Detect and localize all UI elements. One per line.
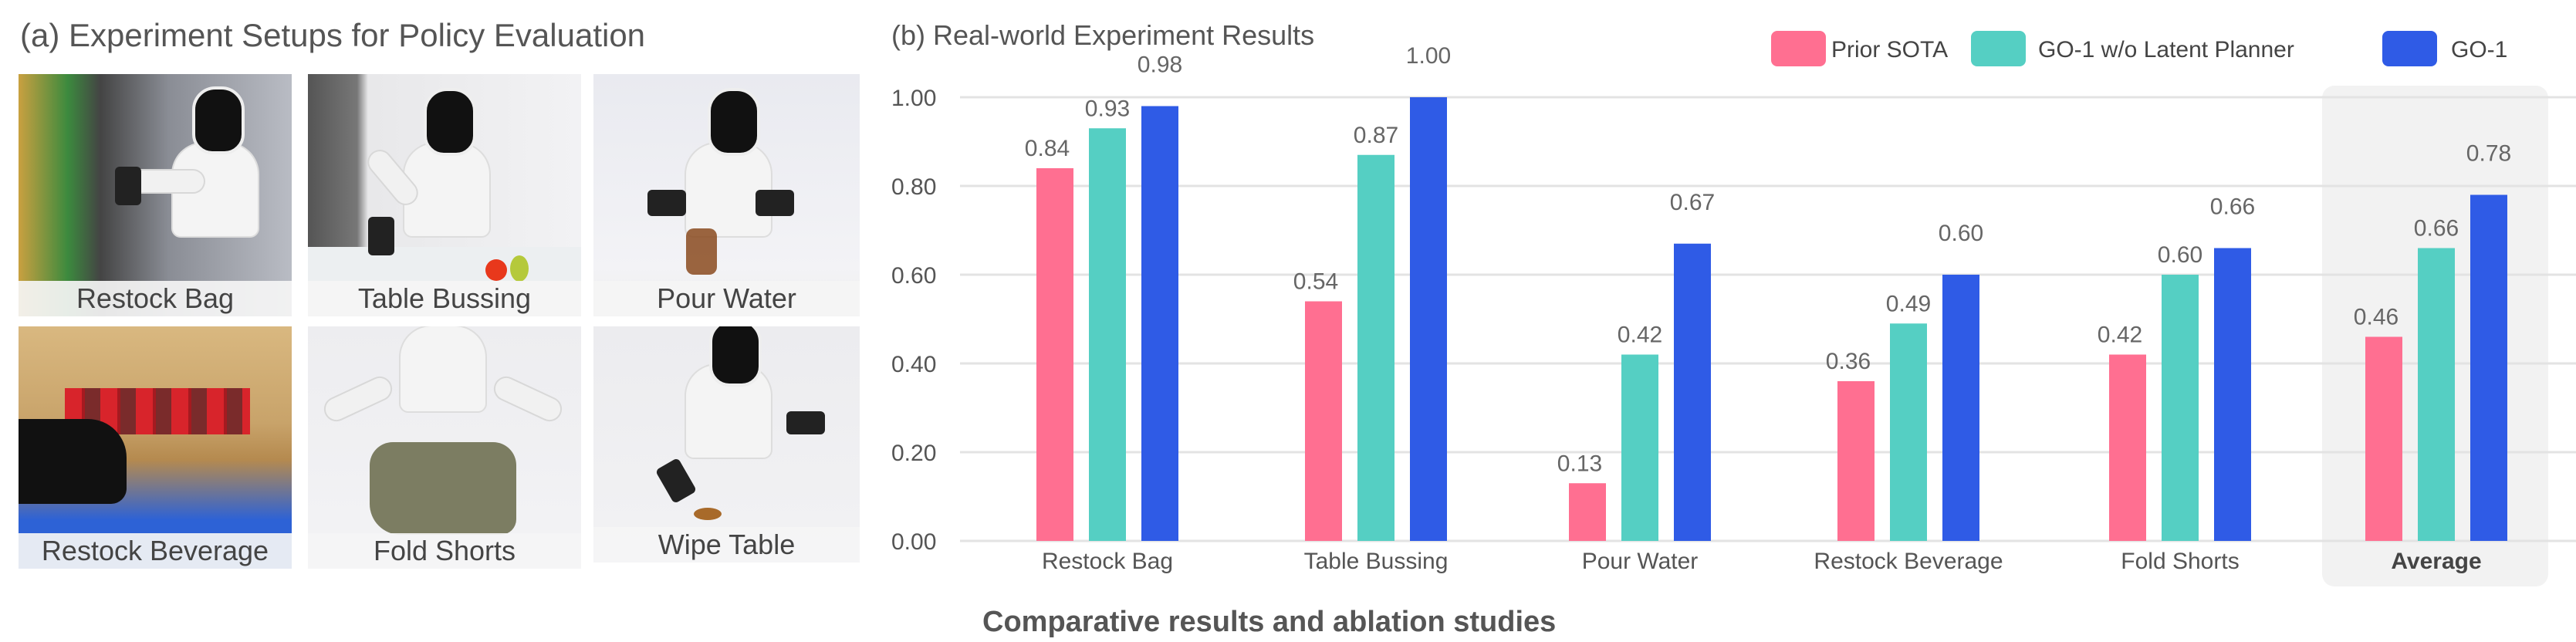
bar (1305, 301, 1342, 541)
chart-caption: Comparative results and ablation studies (982, 606, 1556, 638)
data-label: 0.36 (1826, 349, 1871, 374)
data-label: 0.98 (1138, 52, 1182, 78)
data-label: 0.13 (1557, 451, 1602, 476)
data-label: 0.60 (2158, 242, 2202, 268)
legend-label: GO-1 w/o Latent Planner (2038, 37, 2294, 63)
legend-label: Prior SOTA (1831, 37, 1948, 63)
y-tick-label: 0.60 (891, 263, 936, 289)
tile-label: Pour Water (593, 281, 860, 316)
tile-pour-water: Pour Water (593, 74, 860, 316)
bar (1621, 354, 1658, 541)
bar (2470, 194, 2507, 541)
y-tick-label: 0.40 (891, 352, 936, 377)
y-tick-label: 0.20 (891, 441, 936, 466)
data-label: 1.00 (1406, 43, 1451, 69)
bar (1036, 168, 1073, 541)
data-label: 0.93 (1085, 96, 1130, 121)
y-tick-label: 0.80 (891, 174, 936, 200)
data-label: 0.66 (2414, 216, 2459, 242)
x-tick-label: Pour Water (1582, 549, 1699, 574)
tile-wipe-table: Wipe Table (593, 326, 860, 563)
bar (2418, 248, 2455, 541)
data-label: 0.42 (2098, 323, 2142, 348)
robot-head-icon (192, 86, 245, 154)
panel-a-title: (a) Experiment Setups for Policy Evaluat… (20, 17, 646, 53)
x-tick-label: Restock Bag (1042, 549, 1173, 574)
data-label: 0.54 (1293, 269, 1338, 295)
tile-label: Restock Bag (19, 281, 292, 316)
bar (2109, 354, 2146, 541)
data-label: 0.87 (1354, 123, 1398, 148)
tile-label: Fold Shorts (308, 533, 581, 569)
tile-table-bussing: Table Bussing (308, 74, 581, 316)
data-label: 0.49 (1886, 291, 1931, 316)
bar (1357, 154, 1394, 541)
legend-label: GO-1 (2451, 37, 2507, 63)
x-tick-label: Average (2391, 549, 2481, 574)
tile-restock-beverage: Restock Beverage (19, 326, 292, 569)
y-tick-label: 1.00 (891, 86, 936, 111)
legend-swatch (1971, 31, 2026, 66)
bar (1569, 483, 1606, 541)
data-label: 0.42 (1618, 323, 1662, 348)
bar (1890, 323, 1927, 541)
tile-label: Restock Beverage (19, 533, 292, 569)
bar (1089, 128, 1126, 541)
bar (2365, 336, 2402, 541)
tile-fold-shorts: Fold Shorts (308, 326, 581, 569)
y-tick-label: 0.00 (891, 529, 936, 555)
data-label: 0.66 (2210, 194, 2255, 220)
bar (2214, 248, 2251, 541)
bar (2162, 275, 2199, 541)
data-label: 0.60 (1939, 221, 1983, 246)
data-label: 0.78 (2466, 141, 2511, 167)
bar (1674, 243, 1711, 541)
tile-restock-bag: Restock Bag (19, 74, 292, 316)
bar (1141, 106, 1178, 541)
data-label: 0.46 (2354, 305, 2399, 330)
chart-title: (b) Real-world Experiment Results (891, 19, 1314, 51)
tile-label: Wipe Table (593, 527, 860, 563)
x-tick-label: Fold Shorts (2121, 549, 2239, 574)
data-label: 0.84 (1025, 136, 1070, 161)
bar (1837, 381, 1875, 541)
bar (1410, 97, 1447, 541)
legend-swatch (1771, 31, 1826, 66)
x-tick-label: Table Bussing (1304, 549, 1449, 574)
data-label: 0.67 (1670, 190, 1715, 215)
x-tick-label: Restock Beverage (1814, 549, 2003, 574)
bar (1942, 275, 1979, 541)
legend-swatch (2382, 31, 2437, 66)
tile-label: Table Bussing (308, 281, 581, 316)
